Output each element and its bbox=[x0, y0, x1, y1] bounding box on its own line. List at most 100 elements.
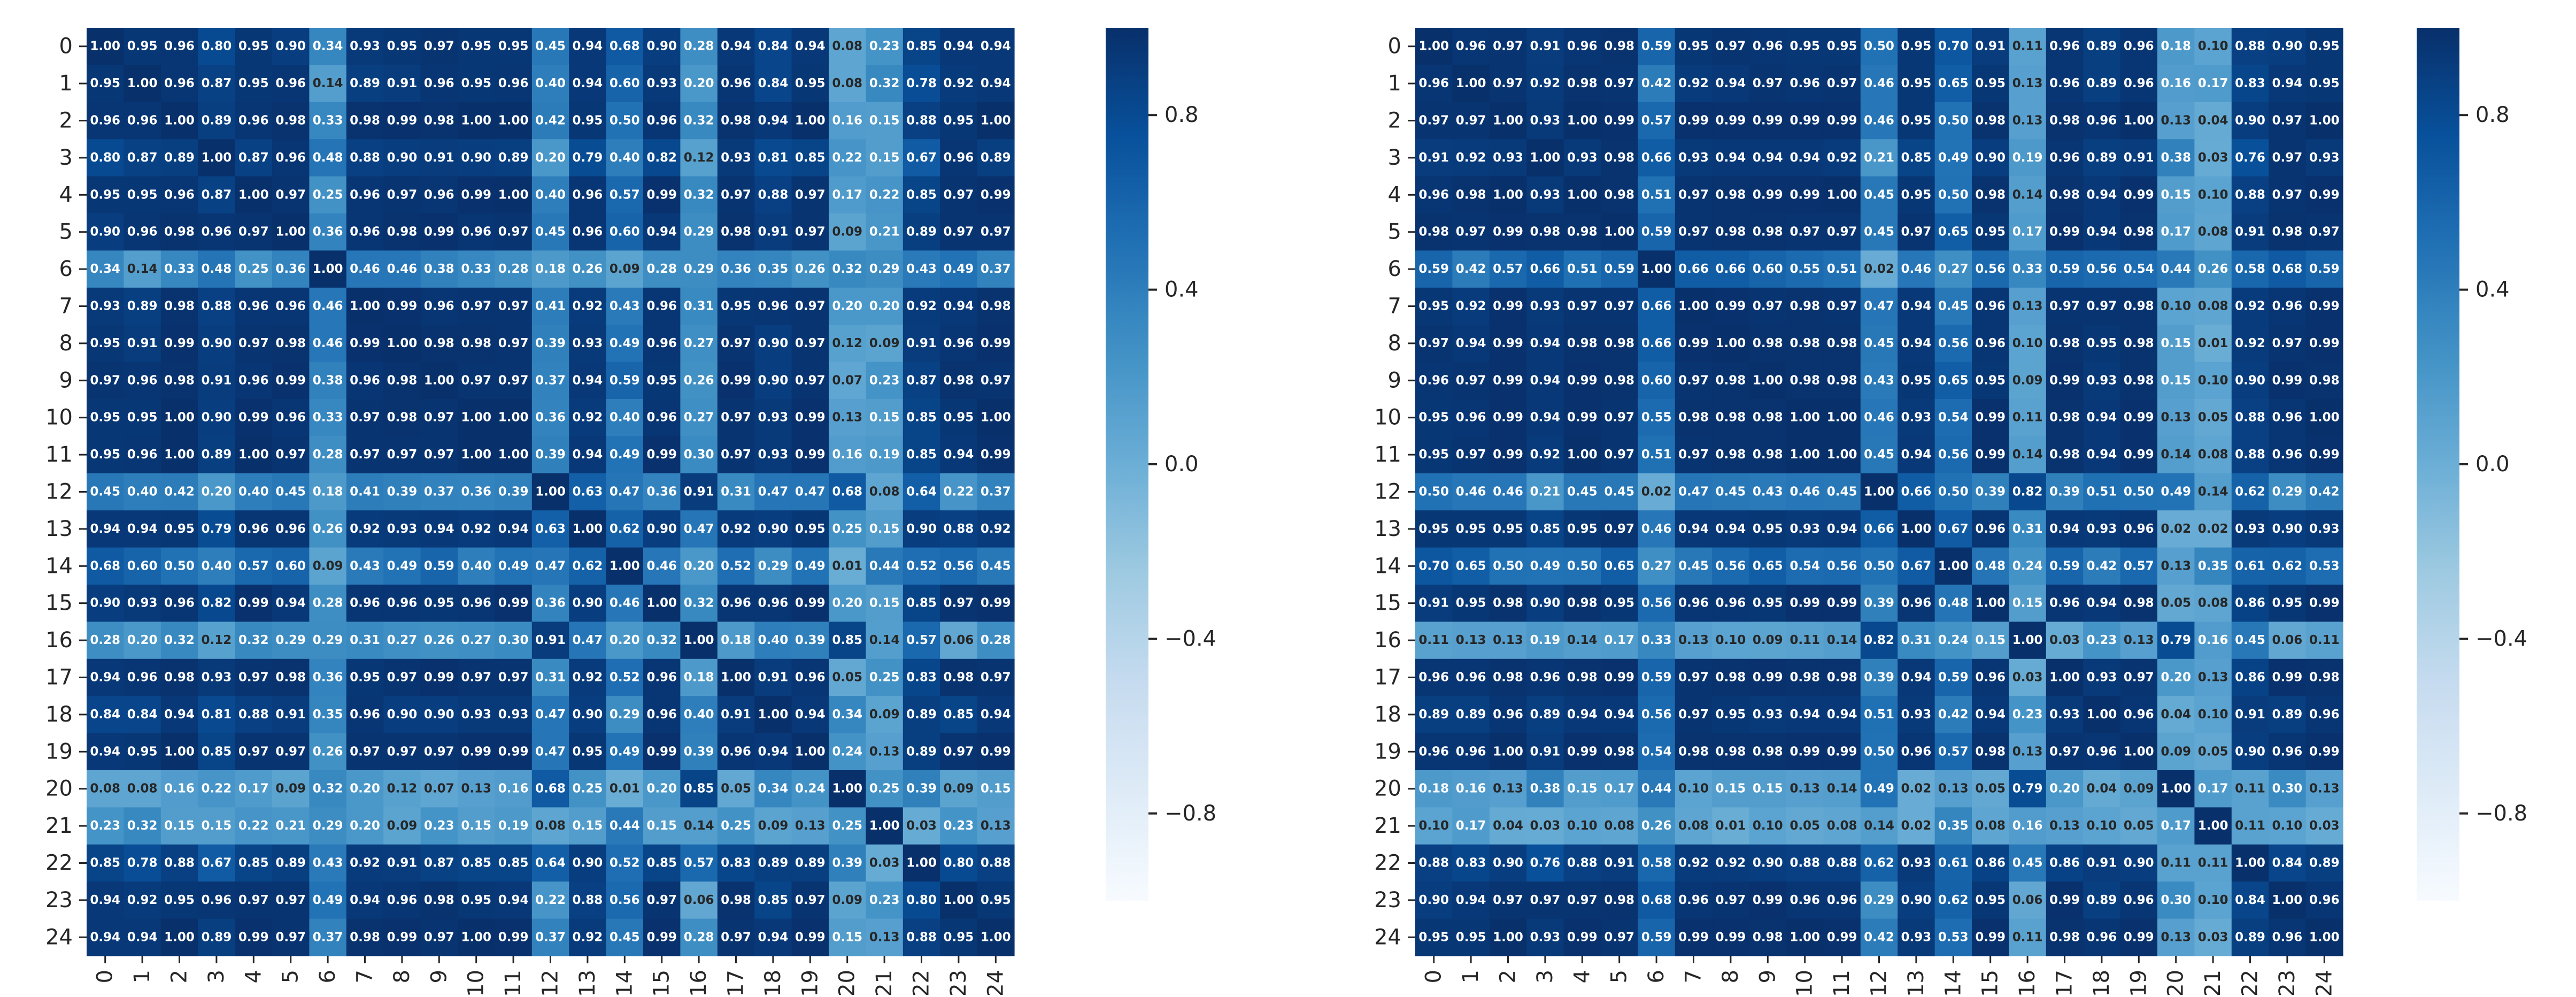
cell-value-label: 0.90 bbox=[387, 708, 418, 722]
heatmap-cell bbox=[458, 696, 495, 734]
heatmap-cell bbox=[1898, 473, 1935, 511]
heatmap-cell bbox=[829, 696, 866, 734]
heatmap-cell bbox=[1489, 436, 1527, 474]
heatmap-cell bbox=[235, 139, 273, 177]
heatmap-cell bbox=[1712, 399, 1750, 436]
heatmap-cell bbox=[1638, 102, 1676, 140]
cell-value-label: 0.98 bbox=[275, 336, 306, 350]
heatmap-cell bbox=[903, 918, 940, 956]
heatmap-cell bbox=[977, 287, 1015, 325]
colorbar-tick-label: 0.8 bbox=[1164, 103, 1199, 127]
cell-value-label: 0.94 bbox=[1530, 336, 1561, 350]
heatmap-cell bbox=[309, 436, 347, 474]
heatmap-cell bbox=[2046, 585, 2084, 622]
cell-value-label: 0.13 bbox=[869, 745, 900, 758]
heatmap-cell bbox=[198, 918, 236, 956]
cell-value-label: 0.95 bbox=[1901, 114, 1932, 128]
heatmap-cell bbox=[1452, 510, 1490, 548]
cell-value-label: 0.34 bbox=[313, 40, 343, 53]
heatmap-cell bbox=[1526, 287, 1564, 325]
cell-value-label: 0.96 bbox=[1493, 708, 1523, 722]
heatmap-cell bbox=[829, 807, 866, 845]
heatmap-cell bbox=[1786, 547, 1824, 585]
cell-value-label: 0.50 bbox=[1938, 188, 1969, 202]
cell-value-label: 0.89 bbox=[906, 745, 937, 758]
cell-value-label: 0.94 bbox=[1753, 151, 1783, 165]
cell-value-label: 0.98 bbox=[387, 373, 418, 387]
cell-value-label: 0.63 bbox=[573, 485, 603, 499]
heatmap-cell bbox=[346, 28, 384, 65]
heatmap-cell bbox=[531, 213, 569, 251]
heatmap-cell bbox=[1934, 287, 1972, 325]
cell-value-label: 1.00 bbox=[1567, 188, 1598, 202]
cell-value-label: 0.94 bbox=[424, 522, 454, 536]
x-tick-label: 12 bbox=[1867, 970, 1892, 995]
cell-value-label: 0.99 bbox=[424, 671, 454, 685]
cell-value-label: 0.13 bbox=[461, 782, 491, 796]
cell-value-label: 0.96 bbox=[424, 188, 454, 202]
heatmap-cell bbox=[1972, 510, 2009, 548]
cell-value-label: 0.99 bbox=[387, 114, 418, 128]
cell-value-label: 0.18 bbox=[684, 671, 714, 685]
cell-value-label: 0.93 bbox=[758, 411, 789, 425]
heatmap-cell bbox=[2083, 325, 2121, 363]
heatmap-cell bbox=[791, 510, 829, 548]
cell-value-label: 0.94 bbox=[2087, 448, 2117, 462]
heatmap-cell bbox=[346, 399, 384, 436]
cell-value-label: 0.98 bbox=[2272, 225, 2303, 239]
heatmap-cell bbox=[160, 139, 198, 177]
cell-value-label: 0.89 bbox=[202, 114, 232, 128]
heatmap-cell bbox=[1415, 658, 1453, 696]
heatmap-cell bbox=[235, 28, 273, 65]
cell-value-label: 0.94 bbox=[127, 522, 158, 536]
cell-value-label: 0.97 bbox=[350, 448, 380, 462]
cell-value-label: 0.98 bbox=[1716, 448, 1746, 462]
cell-value-label: 0.03 bbox=[2198, 930, 2228, 944]
heatmap-cell bbox=[680, 139, 718, 177]
heatmap-cell bbox=[1898, 139, 1935, 177]
cell-value-label: 0.10 bbox=[2198, 893, 2228, 907]
heatmap-cell bbox=[791, 213, 829, 251]
heatmap-cell bbox=[2009, 250, 2047, 288]
heatmap-cell bbox=[2083, 399, 2121, 436]
heatmap-cell bbox=[606, 176, 644, 214]
cell-value-label: 0.95 bbox=[1753, 522, 1783, 536]
cell-value-label: 0.95 bbox=[127, 188, 158, 202]
heatmap-cell bbox=[124, 547, 161, 585]
heatmap-cell bbox=[124, 622, 161, 659]
heatmap-cell bbox=[717, 585, 755, 622]
cell-value-label: 0.89 bbox=[2087, 40, 2117, 53]
cell-value-label: 0.98 bbox=[1567, 336, 1598, 350]
heatmap-cell bbox=[309, 213, 347, 251]
heatmap-cell bbox=[198, 28, 236, 65]
cell-value-label: 0.20 bbox=[610, 633, 640, 647]
heatmap-cell bbox=[2269, 473, 2307, 511]
heatmap-cell bbox=[569, 213, 607, 251]
cell-value-label: 0.89 bbox=[202, 930, 232, 944]
heatmap-cell bbox=[160, 213, 198, 251]
cell-value-label: 0.93 bbox=[127, 596, 158, 610]
y-tick-label: 24 bbox=[45, 925, 73, 949]
heatmap-cell bbox=[940, 362, 978, 400]
cell-value-label: 0.93 bbox=[461, 708, 491, 722]
heatmap-cell bbox=[1415, 28, 1453, 65]
cell-value-label: 0.65 bbox=[1456, 559, 1486, 573]
heatmap-cell bbox=[420, 250, 458, 288]
cell-value-label: 0.92 bbox=[350, 522, 380, 536]
heatmap-cell bbox=[198, 658, 236, 696]
heatmap-cell bbox=[680, 28, 718, 65]
cell-value-label: 0.14 bbox=[869, 633, 900, 647]
cell-value-label: 0.90 bbox=[1975, 151, 2006, 165]
heatmap-cell bbox=[569, 287, 607, 325]
cell-value-label: 0.97 bbox=[275, 448, 306, 462]
cell-value-label: 0.09 bbox=[758, 819, 789, 833]
heatmap-cell bbox=[866, 510, 904, 548]
heatmap-cell bbox=[309, 399, 347, 436]
heatmap-cell bbox=[2083, 622, 2121, 659]
cell-value-label: 0.42 bbox=[164, 485, 195, 499]
heatmap-cell bbox=[124, 362, 161, 400]
cell-value-label: 0.17 bbox=[2012, 225, 2043, 239]
cell-value-label: 0.43 bbox=[610, 300, 640, 313]
heatmap-cell bbox=[2046, 213, 2084, 251]
